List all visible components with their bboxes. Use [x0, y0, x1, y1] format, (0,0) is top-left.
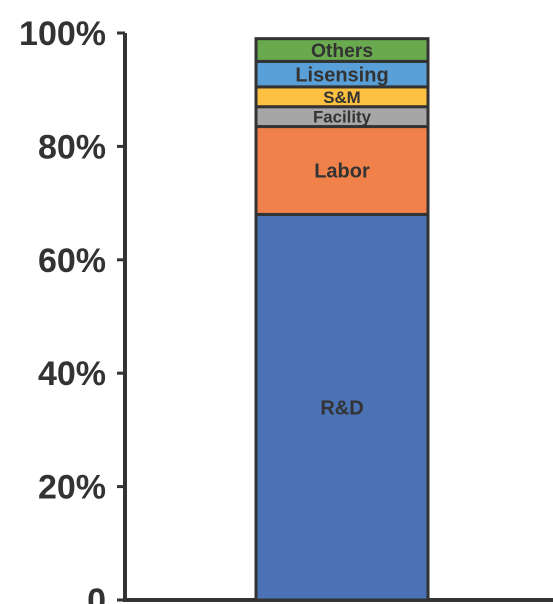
y-tick-label: 60%: [38, 242, 106, 280]
y-tick-labels: 0 20% 40% 60% 80% 100%: [19, 15, 106, 604]
segment-label-s-m: S&M: [323, 88, 360, 107]
y-tick-label: 100%: [19, 15, 106, 53]
y-tick-label: 20%: [38, 469, 106, 507]
y-tick-label: 40%: [38, 355, 106, 393]
segment-label-labor: Labor: [314, 161, 370, 183]
y-tick-label: 0: [87, 582, 106, 604]
segment-label-others: Others: [311, 41, 373, 62]
segment-label-facility: Facility: [313, 108, 372, 127]
y-tick-label: 80%: [38, 128, 106, 166]
bar-segment-lisensing: [254, 59, 430, 89]
segment-label-lisensing: Lisensing: [295, 64, 388, 86]
bar-segment-labor: [254, 125, 430, 216]
segment-label-r-d: R&D: [320, 397, 363, 419]
bar-segment-others: [254, 37, 430, 63]
bar-segment-r-d: [254, 212, 430, 602]
